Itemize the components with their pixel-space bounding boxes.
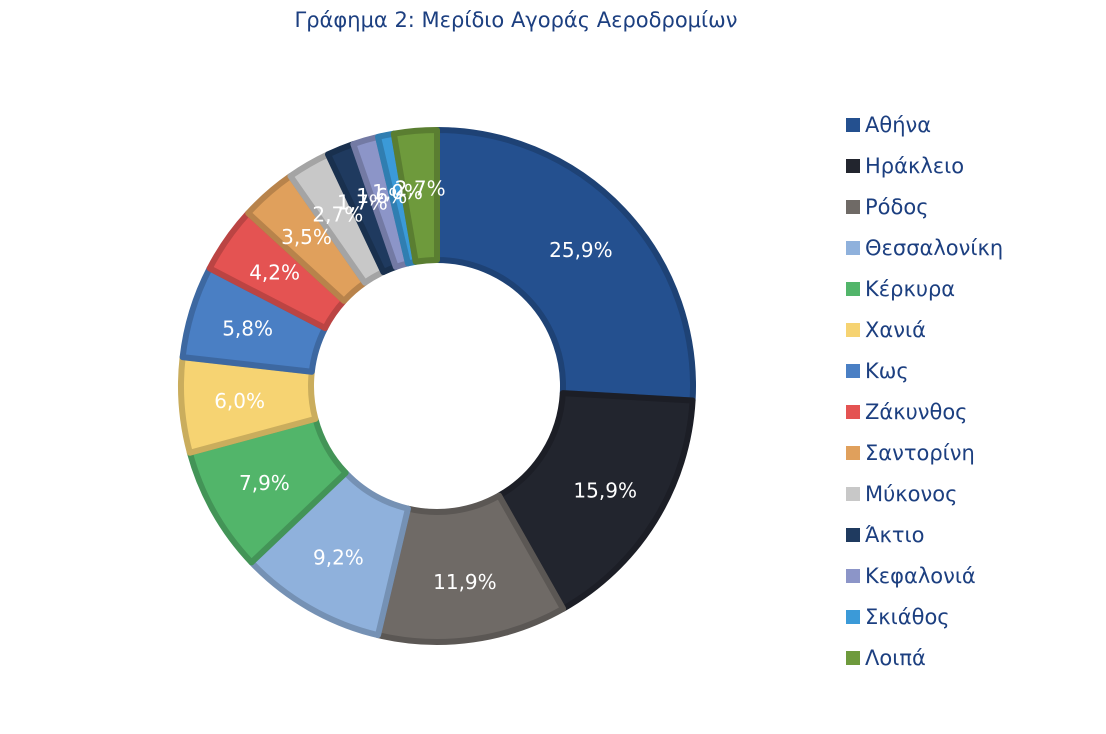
legend-swatch	[846, 568, 860, 583]
legend-item-11[interactable]: Κεφαλονιά	[846, 555, 1003, 596]
legend-swatch	[846, 650, 860, 665]
legend-item-7[interactable]: Ζάκυνθος	[846, 391, 1003, 432]
slice-label-9: 2,7%	[312, 203, 363, 227]
legend-swatch	[846, 445, 860, 460]
legend-label: Θεσσαλονίκη	[865, 235, 1004, 260]
legend-label: Ρόδος	[865, 194, 929, 219]
legend-item-8[interactable]: Σαντορίνη	[846, 432, 1003, 473]
legend-swatch	[846, 158, 860, 173]
legend-item-10[interactable]: Άκτιο	[846, 514, 1003, 555]
legend-swatch	[846, 609, 860, 624]
slice-label-10: 1,7%	[337, 191, 388, 215]
slice-label-12: 1,0%	[372, 180, 423, 204]
slice-13[interactable]	[390, 127, 440, 265]
legend-item-4[interactable]: Κέρκυρα	[846, 268, 1003, 309]
legend-label: Αθήνα	[865, 112, 932, 137]
legend-label: Κέρκυρα	[865, 276, 956, 301]
legend-item-2[interactable]: Ρόδος	[846, 186, 1003, 227]
legend-item-9[interactable]: Μύκονος	[846, 473, 1003, 514]
legend-label: Άκτιο	[865, 522, 925, 547]
legend-swatch	[846, 363, 860, 378]
legend-swatch	[846, 404, 860, 419]
legend-item-5[interactable]: Χανιά	[846, 309, 1003, 350]
legend: Αθήνα Ηράκλειο Ρόδος Θεσσαλονίκη Κέρκυρα Χανι…	[846, 104, 1003, 678]
legend-swatch	[846, 281, 860, 296]
slice-label-1: 15,9%	[573, 479, 637, 503]
legend-item-12[interactable]: Σκιάθος	[846, 596, 1003, 637]
legend-label: Ζάκυνθος	[865, 399, 968, 424]
chart-title: Γράφημα 2: Μερίδιο Αγοράς Αεροδρομίων	[294, 8, 738, 32]
legend-item-13[interactable]: Λοιπά	[846, 637, 1003, 678]
slice-label-5: 6,0%	[214, 389, 265, 413]
legend-item-3[interactable]: Θεσσαλονίκη	[846, 227, 1003, 268]
legend-label: Σαντορίνη	[865, 440, 975, 465]
legend-label: Σκιάθος	[865, 604, 950, 629]
slice-label-6: 5,8%	[222, 316, 273, 340]
legend-item-6[interactable]: Κως	[846, 350, 1003, 391]
legend-label: Κως	[865, 358, 909, 383]
slice-label-13: 2,7%	[395, 177, 446, 201]
slice-label-7: 4,2%	[249, 261, 300, 285]
legend-item-1[interactable]: Ηράκλειο	[846, 145, 1003, 186]
slice-label-3: 9,2%	[313, 546, 364, 570]
legend-swatch	[846, 117, 860, 132]
slice-label-2: 11,9%	[433, 570, 497, 594]
legend-label: Χανιά	[865, 317, 926, 342]
slice-0[interactable]	[434, 127, 696, 404]
legend-item-0[interactable]: Αθήνα	[846, 104, 1003, 145]
slice-label-0: 25,9%	[549, 238, 613, 262]
legend-label: Λοιπά	[865, 645, 926, 670]
legend-swatch	[846, 486, 860, 501]
slice-label-11: 1,6%	[356, 184, 407, 208]
legend-swatch	[846, 527, 860, 542]
legend-swatch	[846, 322, 860, 337]
legend-label: Κεφαλονιά	[865, 563, 976, 588]
slice-label-4: 7,9%	[239, 471, 290, 495]
legend-label: Ηράκλειο	[865, 153, 965, 178]
slice-label-8: 3,5%	[281, 225, 332, 249]
legend-swatch	[846, 240, 860, 255]
legend-swatch	[846, 199, 860, 214]
legend-label: Μύκονος	[865, 481, 958, 506]
slice-1[interactable]	[496, 390, 696, 612]
